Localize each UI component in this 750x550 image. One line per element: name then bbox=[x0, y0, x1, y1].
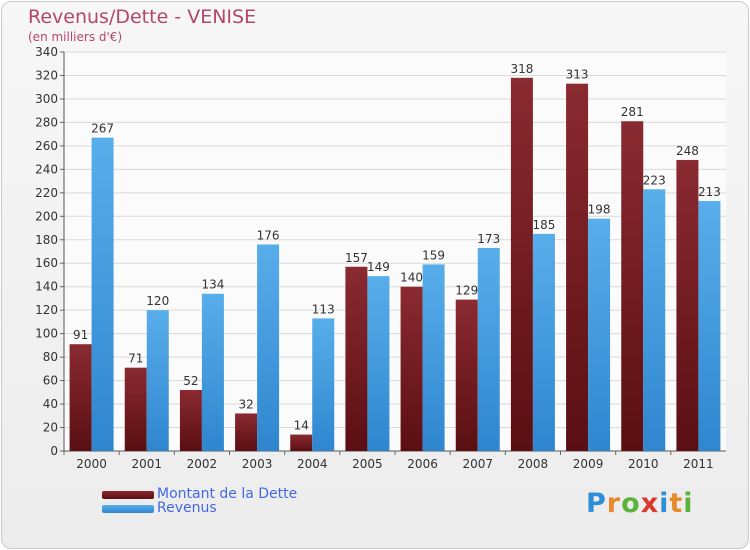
bar-revenus bbox=[201, 293, 224, 451]
x-tick-label: 2011 bbox=[683, 457, 714, 471]
data-label: 113 bbox=[312, 302, 335, 316]
data-label: 198 bbox=[588, 203, 611, 217]
data-label: 32 bbox=[238, 397, 253, 411]
chart-title: Revenus/Dette - VENISE bbox=[28, 6, 257, 28]
y-tick-label: 320 bbox=[35, 68, 58, 82]
data-label: 120 bbox=[146, 294, 169, 308]
y-tick-label: 280 bbox=[35, 115, 58, 129]
logo-letter: x bbox=[640, 488, 660, 519]
bar-revenus bbox=[367, 276, 390, 451]
y-tick-label: 260 bbox=[35, 139, 58, 153]
x-tick-label: 2004 bbox=[297, 457, 328, 471]
data-label: 185 bbox=[532, 218, 555, 232]
data-label: 52 bbox=[183, 374, 198, 388]
logo-letter: t bbox=[669, 488, 684, 519]
data-label: 134 bbox=[201, 278, 224, 292]
y-tick-label: 0 bbox=[50, 444, 58, 458]
plot-area bbox=[64, 52, 726, 451]
legend-label-dette: Montant de la Dette bbox=[157, 486, 298, 502]
x-tick-label: 2010 bbox=[628, 457, 659, 471]
bar-dette bbox=[69, 344, 92, 451]
x-tick-label: 2008 bbox=[518, 457, 549, 471]
x-tick-label: 2000 bbox=[76, 457, 107, 471]
data-label: 176 bbox=[257, 228, 280, 242]
data-label: 149 bbox=[367, 260, 390, 274]
bar-revenus bbox=[257, 244, 280, 451]
bar-dette bbox=[566, 83, 589, 451]
bar-revenus bbox=[477, 247, 500, 451]
y-tick-label: 20 bbox=[43, 421, 58, 435]
bar-dette bbox=[400, 286, 423, 451]
x-tick-label: 2002 bbox=[187, 457, 218, 471]
bar-revenus bbox=[312, 318, 335, 451]
data-label: 140 bbox=[400, 271, 423, 285]
bar-revenus bbox=[146, 310, 169, 451]
bar-dette bbox=[290, 434, 313, 451]
legend-swatch-revenus bbox=[102, 505, 154, 513]
legend-swatch-dette bbox=[102, 491, 154, 499]
logo-letter: i bbox=[683, 488, 694, 519]
y-tick-label: 100 bbox=[35, 327, 58, 341]
data-label: 157 bbox=[345, 251, 368, 265]
data-label: 173 bbox=[477, 232, 500, 246]
y-tick-label: 160 bbox=[35, 256, 58, 270]
chart-subtitle: (en milliers d'€) bbox=[28, 30, 123, 44]
data-label: 159 bbox=[422, 248, 445, 262]
data-label: 213 bbox=[698, 185, 721, 199]
bar-dette bbox=[510, 77, 533, 451]
data-label: 318 bbox=[510, 62, 533, 76]
bar-dette bbox=[676, 159, 699, 451]
bar-revenus bbox=[698, 201, 721, 451]
bar-revenus bbox=[643, 189, 666, 451]
data-label: 313 bbox=[566, 68, 589, 82]
bar-revenus bbox=[532, 233, 555, 451]
y-tick-label: 300 bbox=[35, 92, 58, 106]
logo-letter: P bbox=[586, 488, 607, 519]
y-tick-label: 120 bbox=[35, 303, 58, 317]
bar-dette bbox=[455, 299, 478, 451]
data-label: 71 bbox=[128, 352, 143, 366]
bar-dette bbox=[345, 266, 368, 451]
proxiti-logo: Proxiti bbox=[586, 488, 694, 519]
x-tick-label: 2005 bbox=[352, 457, 383, 471]
data-label: 248 bbox=[676, 144, 699, 158]
y-tick-label: 180 bbox=[35, 233, 58, 247]
y-tick-label: 200 bbox=[35, 209, 58, 223]
y-tick-label: 240 bbox=[35, 162, 58, 176]
bar-revenus bbox=[91, 137, 114, 451]
y-tick-label: 40 bbox=[43, 397, 58, 411]
y-tick-label: 80 bbox=[43, 350, 58, 364]
y-tick-label: 220 bbox=[35, 186, 58, 200]
bar-revenus bbox=[588, 218, 611, 451]
y-tick-label: 340 bbox=[35, 45, 58, 59]
data-label: 223 bbox=[643, 173, 666, 187]
data-label: 91 bbox=[73, 328, 88, 342]
logo-letter: r bbox=[606, 488, 622, 519]
bar-revenus bbox=[422, 264, 445, 451]
bar-dette bbox=[621, 121, 644, 452]
x-tick-label: 2003 bbox=[242, 457, 273, 471]
data-label: 14 bbox=[294, 419, 309, 433]
logo-letter: i bbox=[659, 488, 670, 519]
data-label: 267 bbox=[91, 122, 114, 136]
logo-letter: o bbox=[621, 488, 641, 519]
data-label: 281 bbox=[621, 105, 644, 119]
x-tick-label: 2007 bbox=[462, 457, 493, 471]
data-label: 129 bbox=[455, 284, 478, 298]
x-tick-label: 2006 bbox=[407, 457, 438, 471]
bar-dette bbox=[235, 413, 258, 451]
x-tick-label: 2009 bbox=[573, 457, 604, 471]
x-tick-label: 2001 bbox=[131, 457, 162, 471]
y-tick-label: 60 bbox=[43, 374, 58, 388]
y-tick-label: 140 bbox=[35, 280, 58, 294]
bar-dette bbox=[179, 389, 202, 451]
legend-label-revenus: Revenus bbox=[157, 500, 217, 516]
bar-dette bbox=[124, 367, 147, 451]
